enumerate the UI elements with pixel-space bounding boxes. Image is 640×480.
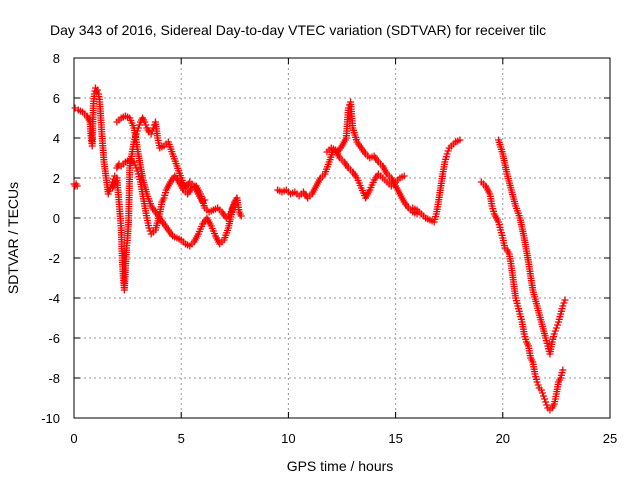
- data-point: [540, 392, 548, 400]
- data-point: [73, 182, 81, 190]
- y-tick-label: 6: [53, 91, 60, 106]
- data-point-fill: [541, 395, 549, 403]
- x-tick-label: 25: [603, 431, 617, 446]
- data-point: [533, 378, 541, 386]
- y-tick-label: -4: [48, 291, 60, 306]
- x-axis-label: GPS time / hours: [287, 458, 394, 474]
- data-point: [559, 302, 567, 310]
- data-point-fill: [105, 187, 113, 195]
- data-point-fill: [543, 401, 551, 409]
- y-tick-label: -6: [48, 331, 60, 346]
- y-tick-label: -2: [48, 251, 60, 266]
- y-tick-label: 4: [53, 131, 60, 146]
- data-point-fill: [146, 227, 154, 235]
- data-point: [561, 296, 569, 304]
- data-point: [537, 386, 545, 394]
- y-tick-label: 2: [53, 171, 60, 186]
- data-point-fill: [560, 299, 568, 307]
- x-tick-label: 0: [70, 431, 77, 446]
- gridlines: [74, 58, 610, 418]
- data-point: [550, 330, 558, 338]
- chart-title: Day 343 of 2016, Sidereal Day-to-day VTE…: [50, 22, 546, 38]
- y-tick-label: -8: [48, 371, 60, 386]
- x-tick-label: 10: [281, 431, 295, 446]
- x-tick-label: 15: [388, 431, 402, 446]
- data-point: [552, 324, 560, 332]
- data-point-fill: [135, 121, 143, 129]
- data-point: [559, 366, 567, 374]
- data-point-fill: [444, 147, 452, 155]
- data-point-fill: [551, 327, 559, 335]
- data-point: [132, 164, 140, 172]
- data-point-fill: [534, 381, 542, 389]
- data-point: [233, 194, 241, 202]
- x-tick-label: 5: [178, 431, 185, 446]
- y-tick-label: -10: [41, 411, 60, 426]
- data-point: [141, 118, 149, 126]
- data-point: [456, 136, 464, 144]
- data-point: [237, 212, 245, 220]
- data-point: [145, 224, 153, 232]
- y-axis-label: SDTVAR / TECUs: [5, 182, 21, 294]
- data-point: [94, 86, 102, 94]
- y-tick-label: 0: [53, 211, 60, 226]
- data-points: [70, 84, 569, 414]
- data-point: [104, 190, 112, 198]
- data-point: [130, 158, 138, 166]
- data-point: [400, 172, 408, 180]
- data-point-fill: [553, 321, 561, 329]
- data-point: [542, 398, 550, 406]
- plot-frame: [73, 57, 611, 419]
- x-tick-label: 20: [496, 431, 510, 446]
- data-point-fill: [142, 121, 150, 129]
- y-tick-label: 8: [53, 51, 60, 66]
- data-point-fill: [538, 389, 546, 397]
- data-point: [443, 150, 451, 158]
